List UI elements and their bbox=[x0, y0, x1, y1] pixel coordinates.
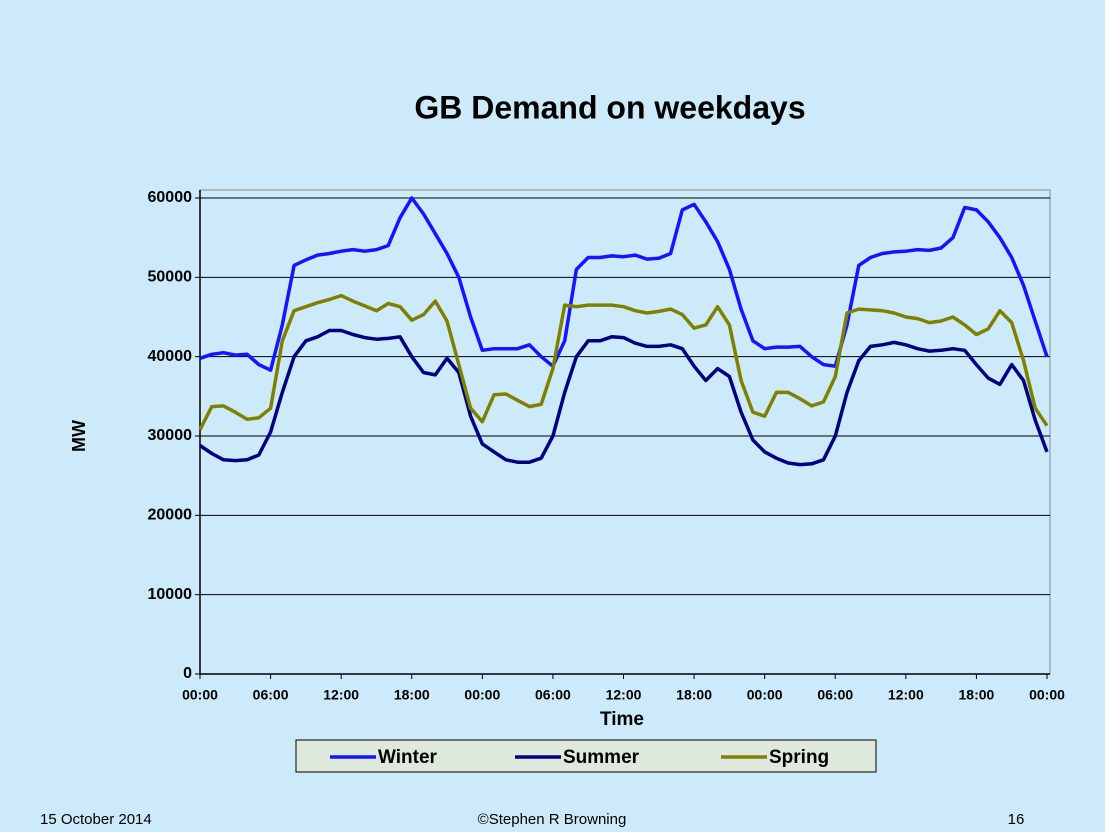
x-tick-label: 12:00 bbox=[606, 687, 642, 703]
x-tick-label: 06:00 bbox=[535, 687, 571, 703]
y-tick-label: 20000 bbox=[148, 507, 193, 524]
y-tick-label: 0 bbox=[183, 665, 192, 682]
y-tick-label: 10000 bbox=[148, 586, 193, 603]
footer-page: 16 bbox=[1008, 811, 1025, 828]
x-tick-label: 06:00 bbox=[817, 687, 853, 703]
footer-date: 15 October 2014 bbox=[40, 811, 152, 828]
x-tick-label: 00:00 bbox=[182, 687, 218, 703]
series-line bbox=[199, 328, 1049, 467]
x-tick-label: 12:00 bbox=[888, 687, 924, 703]
x-tick-label: 06:00 bbox=[253, 687, 289, 703]
series-line bbox=[199, 196, 1049, 372]
x-tick-label: 00:00 bbox=[747, 687, 783, 703]
x-tick-label: 18:00 bbox=[959, 687, 995, 703]
legend-box bbox=[295, 739, 877, 773]
x-tick-label: 00:00 bbox=[1029, 687, 1065, 703]
y-tick-label: 60000 bbox=[148, 189, 193, 206]
y-tick-label: 40000 bbox=[148, 348, 193, 365]
y-tick-label: 50000 bbox=[148, 269, 193, 286]
footer-copyright: ©Stephen R Browning bbox=[478, 811, 627, 828]
chart-title: GB Demand on weekdays bbox=[414, 89, 805, 125]
x-tick-label: 00:00 bbox=[464, 687, 500, 703]
x-tick-label: 18:00 bbox=[676, 687, 712, 703]
y-tick-label: 30000 bbox=[148, 427, 193, 444]
x-tick-label: 12:00 bbox=[323, 687, 359, 703]
x-tick-label: 18:00 bbox=[394, 687, 430, 703]
legend-label: Summer bbox=[563, 747, 640, 768]
legend-label: Winter bbox=[378, 747, 438, 768]
x-axis-label: Time bbox=[600, 709, 644, 730]
y-axis-label: MW bbox=[69, 420, 89, 452]
legend-label: Spring bbox=[769, 747, 829, 768]
series-line bbox=[198, 293, 1049, 431]
